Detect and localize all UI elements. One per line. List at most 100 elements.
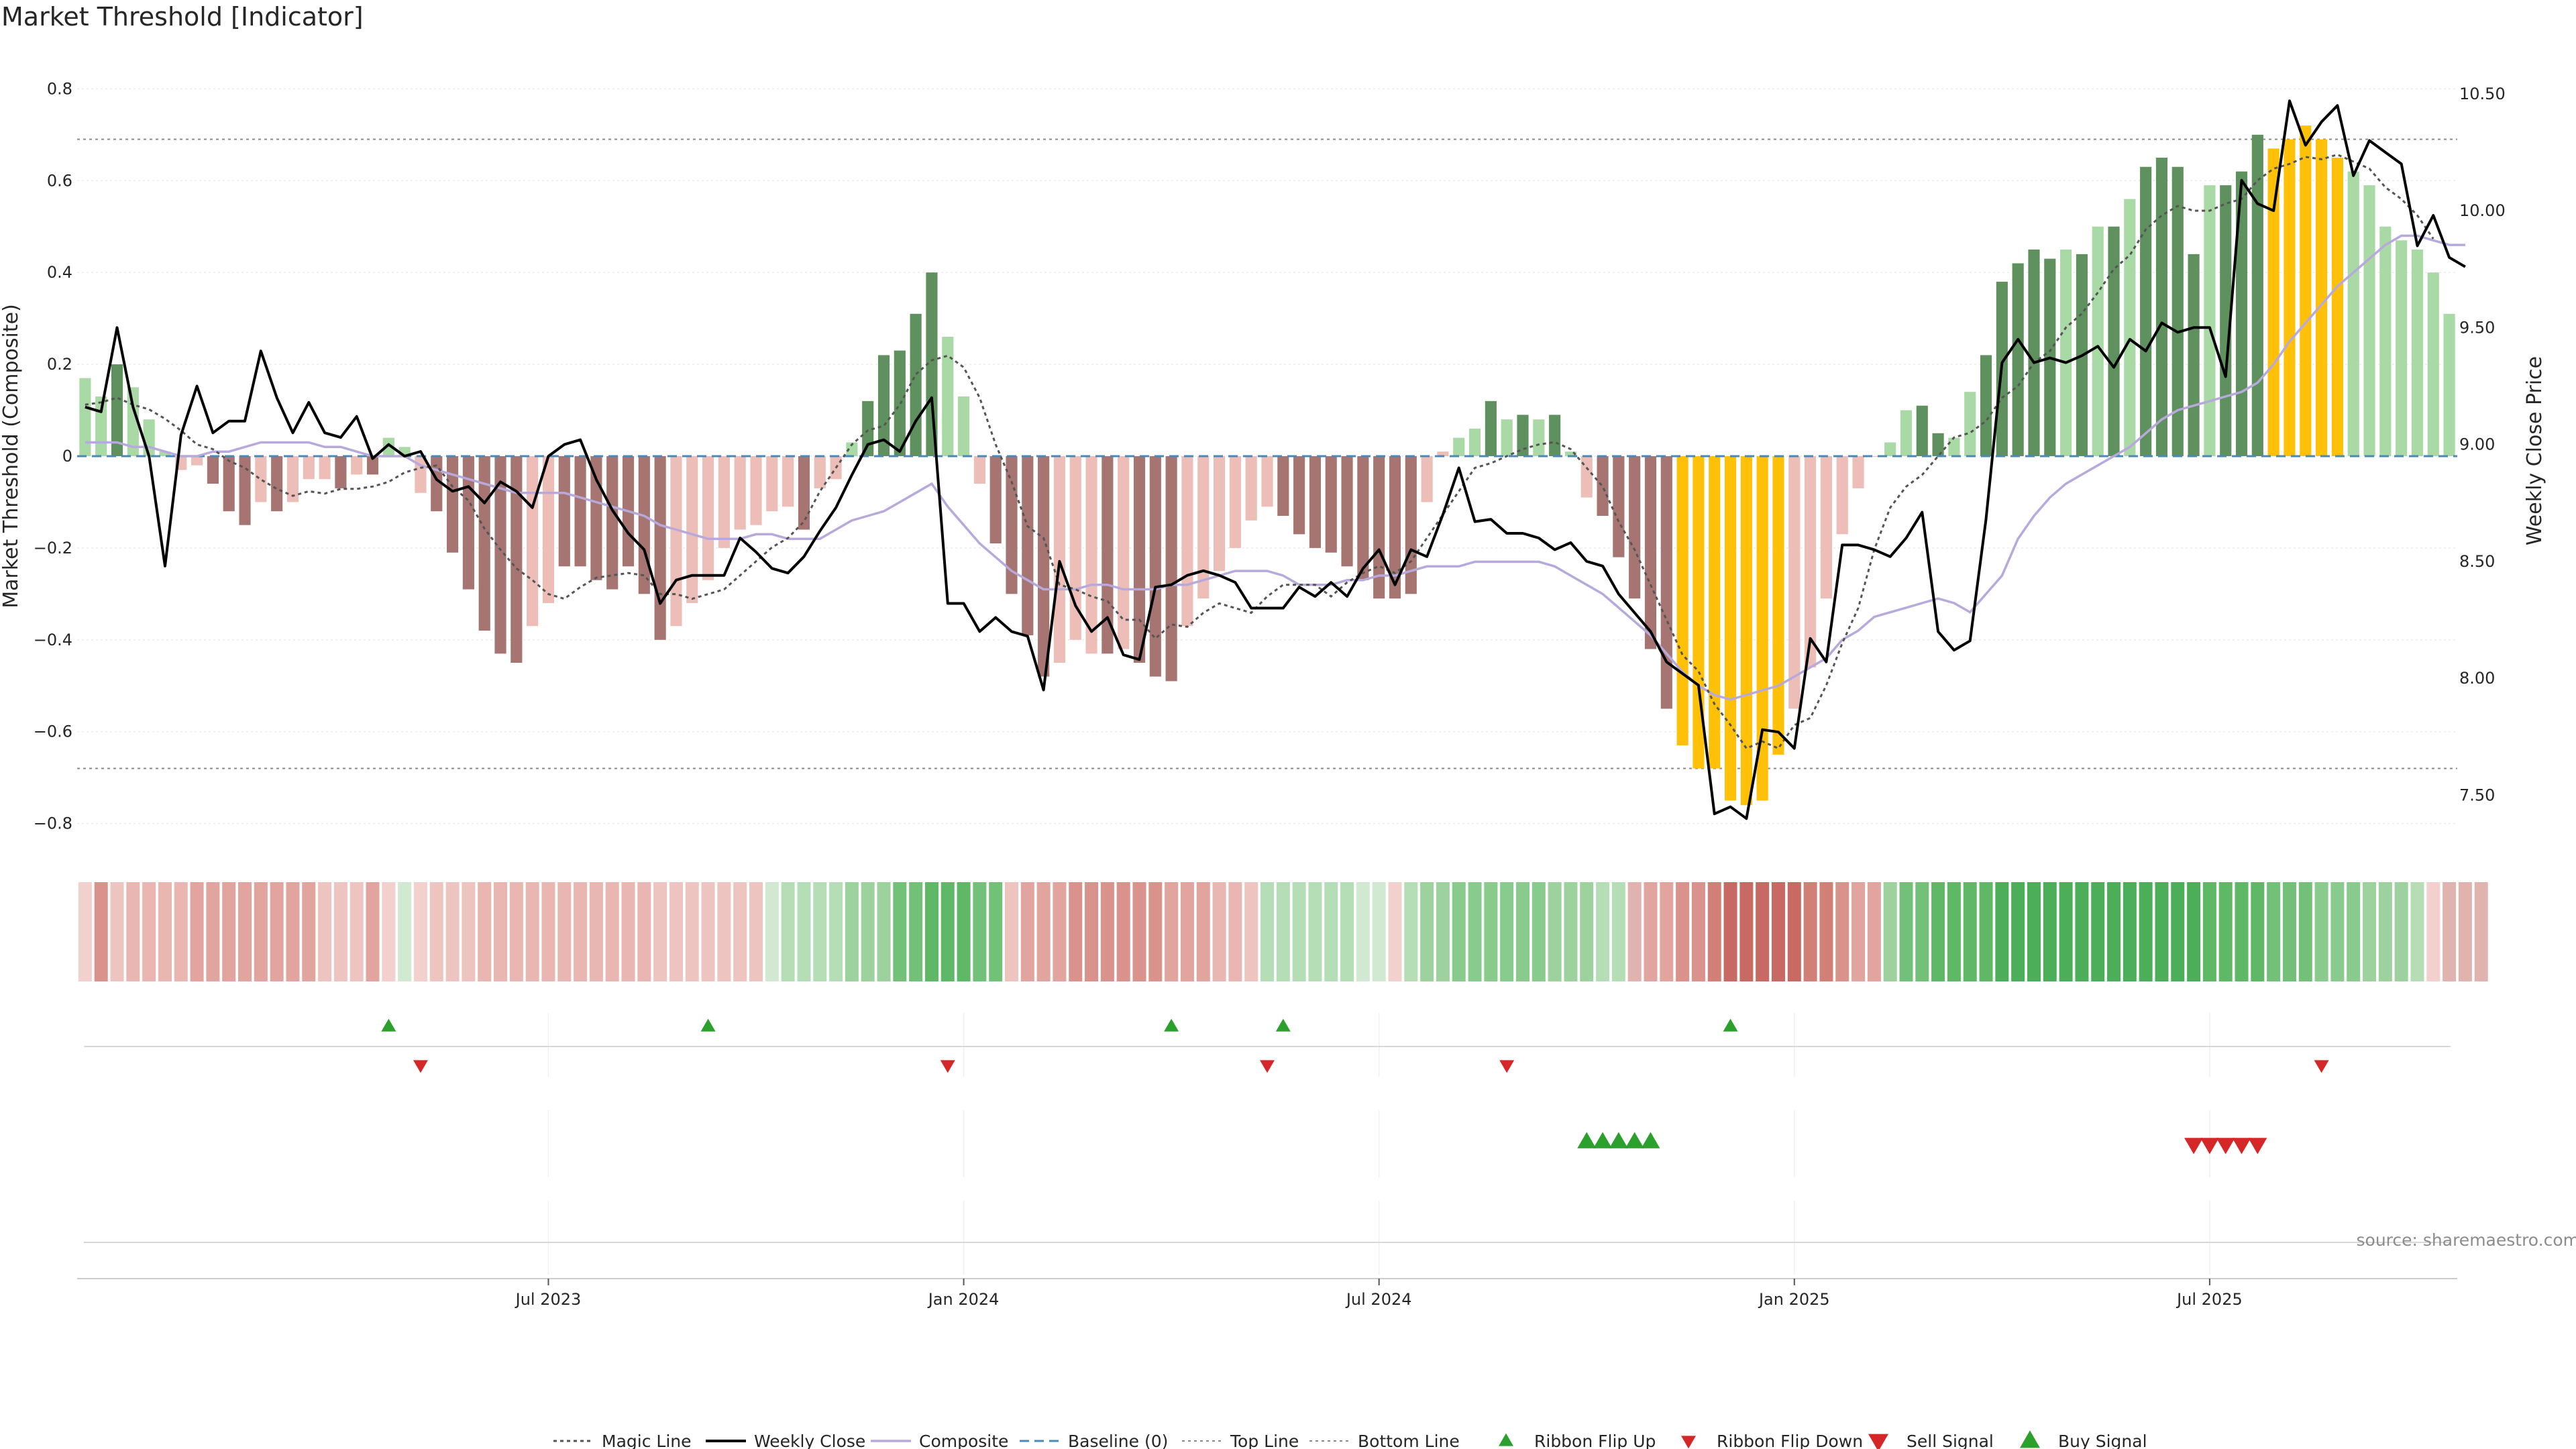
ribbon-segment [685,882,699,981]
composite-bar [382,437,394,456]
ribbon-flip-up-marker [381,1018,396,1032]
ribbon-segment [621,882,635,981]
sell-signal-marker [2232,1138,2251,1155]
composite-bar [351,456,363,475]
ribbon-segment [350,882,364,981]
ribbon-segment [1324,882,1338,981]
ribbon-segment [1532,882,1546,981]
composite-bar [2427,272,2439,456]
ribbon-segment [398,882,412,981]
composite-bar [447,456,459,553]
composite-bar [1118,456,1130,649]
composite-bar [159,451,171,456]
composite-bar [1772,456,1784,755]
composite-bar [718,456,730,548]
composite-bar [2188,254,2200,456]
ribbon-flip-down-marker [940,1060,955,1073]
composite-bar [2108,226,2120,456]
ribbon-segment [2107,882,2121,981]
ribbon-segment [1260,882,1275,981]
composite-bar [1517,415,1529,456]
composite-bar [1709,456,1721,769]
ribbon-segment [206,882,220,981]
composite-bar [2171,166,2184,456]
composite-bar [1756,456,1768,801]
composite-bar [2124,199,2136,456]
y-right-axis-title: Weekly Close Price [2523,356,2546,545]
ribbon-segment [1116,882,1130,981]
composite-bar [606,456,619,590]
x-tick-label: Jul 2023 [515,1290,582,1309]
composite-bar [1181,456,1193,627]
composite-bar [989,456,1002,544]
composite-bar [1468,428,1481,456]
ribbon-segment [1420,882,1434,981]
composite-bar [2363,185,2375,456]
x-tick-label: Jul 2024 [1345,1290,1412,1309]
composite-bar [1580,456,1593,498]
ribbon-segment [2171,882,2185,981]
composite-bar [1660,456,1672,709]
ribbon-segment [1069,882,1083,981]
composite-bar [2284,139,2296,456]
ribbon-segment [1676,882,1690,981]
ribbon-segment [733,882,747,981]
ribbon-flip-down-marker [1499,1060,1515,1073]
ribbon-segment [669,882,683,981]
ribbon-segment [574,882,588,981]
ribbon-segment [1036,882,1051,981]
composite-bar [1277,456,1289,516]
ribbon-segment [2202,882,2216,981]
composite-bar [1836,456,1848,535]
composite-bar [957,396,970,456]
ribbon-segment [941,882,955,981]
composite-bar [2267,148,2279,456]
ribbon-segment [1899,882,1913,981]
ribbon-segment [1723,882,1737,981]
ribbon-segment [254,882,268,981]
ribbon-segment [1020,882,1034,981]
y-right-tick-label: 8.00 [2459,669,2495,688]
composite-bar [2092,226,2104,456]
ribbon-segment [829,882,843,981]
composite-bar [1948,437,1960,456]
ribbon-segment [2075,882,2089,981]
ribbon-segment [494,882,508,981]
composite-bar [877,355,890,456]
ribbon-segment [478,882,492,981]
composite-bar [335,456,347,488]
composite-bar [415,456,427,493]
ribbon-segment [158,882,172,981]
composite-bar [1261,456,1273,507]
composite-bar [2300,125,2312,456]
composite-bar [1309,456,1322,548]
composite-bar [1549,415,1561,456]
ribbon-segment [1580,882,1594,981]
composite-bar [926,272,938,456]
ribbon-segment [1915,882,1929,981]
composite-bar [1437,451,1449,456]
composite-bar [1597,456,1609,516]
composite-bar [1485,400,1497,456]
ribbon-segment [989,882,1003,981]
ribbon-segment [174,882,188,981]
ribbon-segment [1963,882,1977,981]
composite-bar [1980,355,1992,456]
composite-bar [1884,442,1896,456]
composite-bar [846,442,858,456]
composite-bar [1357,456,1369,580]
legend-swatch-flip-down [1681,1436,1696,1449]
ribbon-segment [1388,882,1402,981]
ribbon-segment [1803,882,1817,981]
ribbon-segment [1627,882,1642,981]
ribbon-segment [110,882,124,981]
composite-bar [2379,226,2392,456]
composite-bar [638,456,650,594]
ribbon-segment [1835,882,1849,981]
ribbon-segment [589,882,603,981]
composite-bar [1389,456,1401,599]
composite-bar [1564,451,1577,456]
ribbon-segment [2059,882,2073,981]
composite-bar [239,456,251,525]
composite-bar [271,456,283,512]
